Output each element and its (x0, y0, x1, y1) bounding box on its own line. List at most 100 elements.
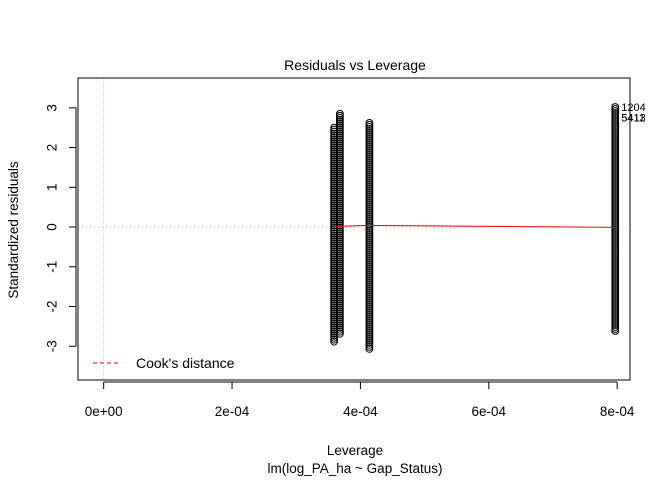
data-point (365, 159, 374, 167)
data-point (611, 285, 620, 293)
data-point (611, 325, 620, 333)
data-point (611, 195, 620, 203)
data-point (611, 319, 620, 327)
data-point (335, 313, 344, 322)
data-point (365, 325, 374, 333)
data-point (335, 209, 344, 218)
y-tick-label: 2 (45, 144, 60, 152)
data-point (335, 273, 344, 282)
data-point (365, 271, 374, 279)
data-point (335, 253, 344, 262)
data-point (335, 167, 344, 176)
data-point (335, 291, 344, 300)
data-point (335, 219, 344, 228)
data-point (335, 217, 344, 226)
data-point (365, 129, 374, 137)
data-point (611, 309, 620, 317)
data-point (611, 127, 620, 135)
data-point (611, 197, 620, 205)
data-point (365, 297, 374, 305)
data-point (335, 161, 344, 170)
data-point (335, 271, 344, 280)
data-point (330, 331, 339, 340)
data-point (611, 269, 620, 277)
data-point (611, 225, 620, 233)
data-point (335, 315, 344, 324)
data-point (335, 263, 344, 272)
data-point (365, 151, 374, 159)
data-point (365, 133, 374, 141)
data-point (335, 189, 344, 198)
data-point (365, 191, 374, 199)
data-point (330, 329, 339, 338)
data-point (365, 131, 374, 139)
data-point (365, 123, 374, 131)
data-point (365, 215, 374, 223)
data-point (335, 143, 344, 152)
data-point (611, 207, 620, 215)
data-point (365, 309, 374, 317)
data-point (335, 255, 344, 264)
outlier-label-5411: 5411 (621, 113, 645, 125)
data-point (365, 295, 374, 303)
data-point (611, 237, 620, 245)
data-point (365, 167, 374, 175)
data-point (335, 207, 344, 216)
x-tick-label: 2e-04 (215, 404, 250, 419)
data-point (611, 297, 620, 305)
data-point (365, 223, 374, 231)
reference-lines (78, 78, 630, 380)
data-point (611, 289, 620, 297)
data-point (335, 249, 344, 258)
data-point (365, 315, 374, 323)
data-point (365, 263, 374, 271)
data-point (335, 303, 344, 312)
data-point (335, 259, 344, 268)
data-point (335, 201, 344, 210)
y-tick-label: 0 (45, 223, 60, 231)
data-point (611, 211, 620, 219)
data-point (335, 305, 344, 314)
data-point (365, 139, 374, 147)
data-point (335, 177, 344, 186)
data-point (611, 235, 620, 243)
point-column-2 (335, 109, 344, 338)
data-point (365, 153, 374, 161)
data-point (611, 139, 620, 147)
data-point (611, 151, 620, 159)
data-point (365, 195, 374, 203)
data-point (611, 311, 620, 319)
data-point (611, 303, 620, 311)
y-tick-label: -3 (45, 340, 60, 352)
data-point (335, 127, 344, 136)
data-point (335, 237, 344, 246)
data-point (365, 313, 374, 321)
data-point (611, 219, 620, 227)
data-point (335, 171, 344, 180)
data-point (611, 141, 620, 149)
data-point (611, 293, 620, 301)
x-tick-label: 6e-04 (472, 404, 507, 419)
data-point (365, 257, 374, 265)
data-point (365, 233, 374, 241)
data-point (611, 241, 620, 249)
data-point (335, 119, 344, 128)
data-point (611, 153, 620, 161)
data-point (335, 233, 344, 242)
data-point (335, 215, 344, 224)
data-point (335, 257, 344, 266)
data-point (611, 169, 620, 177)
data-point (611, 307, 620, 315)
data-point (365, 303, 374, 311)
data-point (611, 167, 620, 175)
data-point (611, 323, 620, 331)
data-point (611, 123, 620, 131)
data-point (365, 241, 374, 249)
y-axis-label: Standardized residuals (6, 161, 21, 299)
data-point (335, 197, 344, 206)
data-point (365, 341, 374, 349)
data-point (365, 329, 374, 337)
data-point (335, 277, 344, 286)
chart-subtitle: lm(log_PA_ha ~ Gap_Status) (268, 461, 443, 476)
data-point (365, 219, 374, 227)
